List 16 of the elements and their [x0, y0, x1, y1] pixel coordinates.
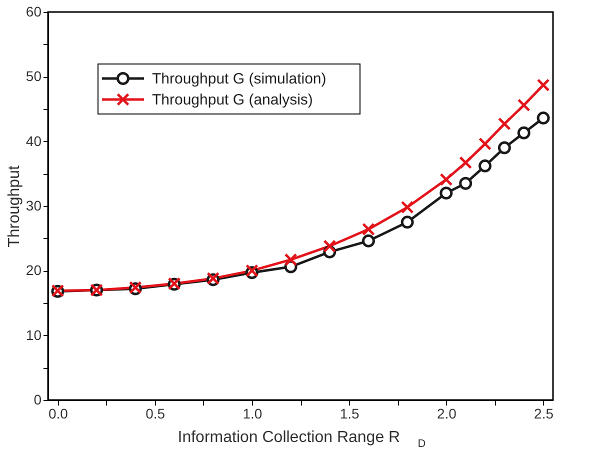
y-tick-label: 40 — [26, 132, 42, 149]
x-tick-label: 2.5 — [534, 406, 554, 422]
legend-label: Throughput G (simulation) — [152, 70, 326, 88]
y-tick-label: 60 — [26, 4, 42, 20]
y-tick-label: 20 — [26, 262, 42, 278]
y-tick-label: 50 — [26, 68, 42, 84]
x-tick-label: 0.5 — [146, 406, 166, 422]
x-tick-label: 1.0 — [242, 406, 262, 422]
y-axis-title: Throughput — [6, 165, 23, 248]
y-tick-label: 10 — [26, 326, 42, 343]
x-tick-label: 0.0 — [48, 406, 68, 422]
y-tick-label: 30 — [26, 198, 42, 214]
x-tick-label: 2.0 — [436, 406, 457, 422]
x-tick-label: 1.5 — [340, 406, 360, 422]
legend-label: Throughput G (analysis) — [152, 92, 313, 108]
y-tick-label: 0 — [34, 392, 42, 408]
